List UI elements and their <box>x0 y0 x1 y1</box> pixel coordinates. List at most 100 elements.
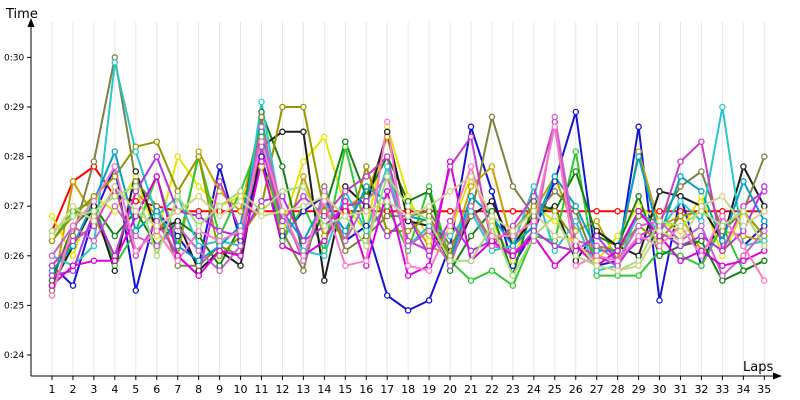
series-10-point-lap-5 <box>132 148 140 155</box>
series-9-point-lap-4 <box>111 173 119 180</box>
series-14-point-lap-1 <box>48 272 56 279</box>
series-2-point-lap-2 <box>69 282 77 289</box>
series-17-point-lap-10 <box>237 188 244 195</box>
series-4-point-lap-2 <box>69 252 77 260</box>
series-18-point-lap-23 <box>509 227 517 235</box>
series-12-point-lap-2 <box>69 237 77 245</box>
series-13-point-lap-32 <box>698 222 705 230</box>
series-1-point-lap-5 <box>132 197 140 205</box>
series-1-point-lap-20 <box>446 207 454 215</box>
series-13-point-lap-15 <box>342 237 349 245</box>
x-tick-label-25: 25 <box>548 383 562 396</box>
x-tick-label-16: 16 <box>359 383 373 396</box>
series-15-point-lap-4 <box>111 257 119 265</box>
series-5-point-lap-26 <box>572 148 580 155</box>
series-10-point-lap-16 <box>363 227 370 235</box>
series-9-point-lap-12 <box>279 103 286 111</box>
series-1-point-lap-27 <box>593 207 600 215</box>
series-12-point-lap-15 <box>342 188 349 195</box>
series-5-point-lap-29 <box>635 272 642 279</box>
series-17-point-lap-16 <box>363 242 370 250</box>
series-3-point-lap-22 <box>488 163 496 170</box>
series-10-point-lap-20 <box>446 232 454 240</box>
series-11-point-lap-35 <box>761 217 768 225</box>
series-15-point-lap-18 <box>404 272 412 279</box>
series-16-point-lap-1 <box>48 292 56 299</box>
series-16-point-lap-15 <box>342 262 349 269</box>
series-2-point-lap-30 <box>656 297 663 304</box>
x-tick-label-13: 13 <box>296 383 310 396</box>
series-2-point-lap-22 <box>488 188 496 195</box>
series-15-point-lap-12 <box>279 242 286 250</box>
y-axis-title: Time <box>5 7 38 22</box>
series-18-point-lap-31 <box>677 237 684 245</box>
series-12-point-lap-24 <box>530 193 538 200</box>
series-18-point-lap-33 <box>719 193 726 200</box>
series-18-point-lap-19 <box>425 202 433 210</box>
series-11-point-lap-4 <box>111 148 119 155</box>
series-11-point-lap-7 <box>174 242 181 250</box>
series-17-point-lap-33 <box>719 222 726 230</box>
series-17-point-lap-14 <box>321 222 328 230</box>
series-15-point-lap-11 <box>258 158 265 165</box>
series-17-point-lap-20 <box>446 257 454 265</box>
series-14-point-lap-13 <box>300 237 307 245</box>
x-tick-label-4: 4 <box>111 383 118 396</box>
series-13-point-lap-11 <box>258 123 265 131</box>
y-tick-label-2: 0:26 <box>4 252 24 262</box>
series-3-point-lap-9 <box>216 188 223 195</box>
series-2-point-lap-9 <box>216 163 223 170</box>
series-17-point-lap-23 <box>509 272 517 279</box>
series-17-point-lap-22 <box>488 222 496 230</box>
series-7-point-lap-5 <box>132 168 140 175</box>
x-tick-label-12: 12 <box>275 383 289 396</box>
series-18-point-lap-24 <box>530 207 538 215</box>
x-tick-label-24: 24 <box>527 383 541 396</box>
series-7-point-lap-22 <box>488 197 496 205</box>
series-12-point-lap-12 <box>279 217 286 225</box>
x-tick-label-19: 19 <box>422 383 436 396</box>
series-17-point-lap-17 <box>383 173 391 180</box>
series-18-point-lap-5 <box>132 207 140 215</box>
series-10-point-lap-24 <box>530 183 538 190</box>
series-16-point-lap-34 <box>740 242 747 250</box>
series-17-point-lap-24 <box>530 232 538 240</box>
series-14-point-lap-27 <box>593 232 600 240</box>
series-17-point-lap-30 <box>656 217 663 225</box>
x-tick-label-33: 33 <box>715 383 729 396</box>
series-1-point-lap-30 <box>656 207 663 215</box>
series-9-point-lap-8 <box>195 153 202 160</box>
x-tick-label-14: 14 <box>317 383 331 396</box>
series-13-point-lap-27 <box>593 242 600 250</box>
series-11-point-lap-8 <box>195 257 202 265</box>
series-14-point-lap-16 <box>363 197 370 205</box>
series-17-point-lap-12 <box>279 188 286 195</box>
series-15-point-lap-10 <box>237 252 244 260</box>
series-4-point-lap-19 <box>425 237 433 245</box>
series-17-point-lap-31 <box>677 222 684 230</box>
series-11-point-lap-6 <box>153 207 161 215</box>
series-11-point-lap-34 <box>740 178 747 185</box>
series-18-point-lap-25 <box>551 232 559 240</box>
series-14-point-lap-33 <box>719 247 726 255</box>
series-2-point-lap-17 <box>383 292 391 299</box>
series-12-point-lap-13 <box>300 193 307 200</box>
series-17-point-lap-26 <box>572 252 580 260</box>
series-15-point-lap-14 <box>321 237 328 245</box>
series-15-point-lap-29 <box>635 207 642 215</box>
series-6-point-lap-4 <box>111 232 119 240</box>
series-18-point-lap-15 <box>342 212 349 220</box>
series-17-point-lap-8 <box>195 222 202 230</box>
series-16-point-lap-25 <box>551 123 559 131</box>
series-15-point-lap-9 <box>216 247 223 255</box>
x-tick-label-9: 9 <box>216 383 223 396</box>
series-18-point-lap-27 <box>593 262 600 269</box>
series-14-point-lap-6 <box>153 153 161 160</box>
series-11-point-lap-25 <box>551 173 559 180</box>
series-18-point-lap-21 <box>467 173 475 180</box>
series-5-point-lap-22 <box>488 267 496 274</box>
series-16-point-lap-10 <box>237 227 244 235</box>
series-18-point-lap-30 <box>656 227 663 235</box>
series-16-point-lap-19 <box>425 267 433 274</box>
x-tick-label-8: 8 <box>195 383 202 396</box>
